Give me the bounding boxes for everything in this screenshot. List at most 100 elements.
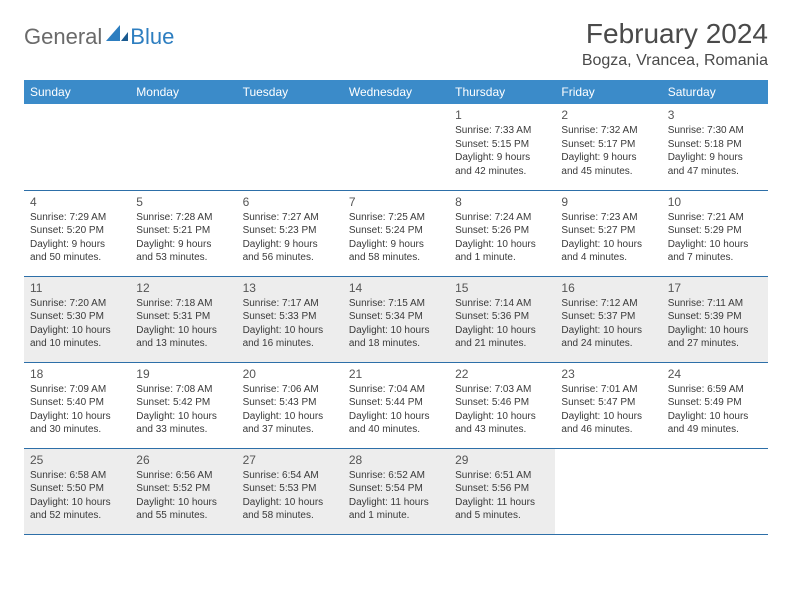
sunrise-text: Sunrise: 7:21 AM <box>668 211 762 225</box>
day-number: 13 <box>243 280 337 296</box>
daylight-text: and 21 minutes. <box>455 337 549 351</box>
day-cell <box>662 448 768 534</box>
daylight-text: and 4 minutes. <box>561 251 655 265</box>
sunset-text: Sunset: 5:39 PM <box>668 310 762 324</box>
daylight-text: and 27 minutes. <box>668 337 762 351</box>
daylight-text: and 56 minutes. <box>243 251 337 265</box>
day-cell: 8Sunrise: 7:24 AMSunset: 5:26 PMDaylight… <box>449 190 555 276</box>
sunrise-text: Sunrise: 7:30 AM <box>668 124 762 138</box>
day-number: 29 <box>455 452 549 468</box>
sunrise-text: Sunrise: 7:06 AM <box>243 383 337 397</box>
daylight-text: Daylight: 9 hours <box>243 238 337 252</box>
sunrise-text: Sunrise: 6:59 AM <box>668 383 762 397</box>
sunset-text: Sunset: 5:43 PM <box>243 396 337 410</box>
sunset-text: Sunset: 5:40 PM <box>30 396 124 410</box>
sunrise-text: Sunrise: 7:33 AM <box>455 124 549 138</box>
week-row: 25Sunrise: 6:58 AMSunset: 5:50 PMDayligh… <box>24 448 768 534</box>
sunrise-text: Sunrise: 7:29 AM <box>30 211 124 225</box>
day-number: 3 <box>668 107 762 123</box>
daylight-text: and 58 minutes. <box>243 509 337 523</box>
day-cell: 19Sunrise: 7:08 AMSunset: 5:42 PMDayligh… <box>130 362 236 448</box>
daylight-text: Daylight: 10 hours <box>349 324 443 338</box>
sunset-text: Sunset: 5:36 PM <box>455 310 549 324</box>
sunset-text: Sunset: 5:44 PM <box>349 396 443 410</box>
daylight-text: and 53 minutes. <box>136 251 230 265</box>
daylight-text: and 43 minutes. <box>455 423 549 437</box>
weekday-header-row: Sunday Monday Tuesday Wednesday Thursday… <box>24 80 768 104</box>
day-cell <box>343 104 449 190</box>
daylight-text: and 1 minute. <box>455 251 549 265</box>
sunset-text: Sunset: 5:42 PM <box>136 396 230 410</box>
day-cell: 13Sunrise: 7:17 AMSunset: 5:33 PMDayligh… <box>237 276 343 362</box>
sunrise-text: Sunrise: 7:04 AM <box>349 383 443 397</box>
daylight-text: Daylight: 10 hours <box>455 410 549 424</box>
sunset-text: Sunset: 5:34 PM <box>349 310 443 324</box>
sunrise-text: Sunrise: 7:17 AM <box>243 297 337 311</box>
day-number: 4 <box>30 194 124 210</box>
day-cell: 3Sunrise: 7:30 AMSunset: 5:18 PMDaylight… <box>662 104 768 190</box>
day-number: 22 <box>455 366 549 382</box>
month-title: February 2024 <box>582 18 768 50</box>
daylight-text: Daylight: 10 hours <box>136 324 230 338</box>
day-cell: 9Sunrise: 7:23 AMSunset: 5:27 PMDaylight… <box>555 190 661 276</box>
sunrise-text: Sunrise: 6:54 AM <box>243 469 337 483</box>
brand-part2: Blue <box>130 24 174 50</box>
day-number: 9 <box>561 194 655 210</box>
day-number: 1 <box>455 107 549 123</box>
day-cell <box>555 448 661 534</box>
day-cell: 6Sunrise: 7:27 AMSunset: 5:23 PMDaylight… <box>237 190 343 276</box>
daylight-text: and 52 minutes. <box>30 509 124 523</box>
sunset-text: Sunset: 5:24 PM <box>349 224 443 238</box>
day-number: 18 <box>30 366 124 382</box>
sunset-text: Sunset: 5:23 PM <box>243 224 337 238</box>
sunrise-text: Sunrise: 7:11 AM <box>668 297 762 311</box>
weekday-header: Wednesday <box>343 80 449 104</box>
sunrise-text: Sunrise: 7:32 AM <box>561 124 655 138</box>
daylight-text: Daylight: 10 hours <box>455 238 549 252</box>
sunrise-text: Sunrise: 7:28 AM <box>136 211 230 225</box>
day-cell: 28Sunrise: 6:52 AMSunset: 5:54 PMDayligh… <box>343 448 449 534</box>
day-number: 2 <box>561 107 655 123</box>
day-cell: 21Sunrise: 7:04 AMSunset: 5:44 PMDayligh… <box>343 362 449 448</box>
day-number: 27 <box>243 452 337 468</box>
calendar-page: General Blue February 2024 Bogza, Vrance… <box>0 0 792 553</box>
day-cell: 17Sunrise: 7:11 AMSunset: 5:39 PMDayligh… <box>662 276 768 362</box>
day-number: 23 <box>561 366 655 382</box>
sunset-text: Sunset: 5:20 PM <box>30 224 124 238</box>
sunset-text: Sunset: 5:50 PM <box>30 482 124 496</box>
day-cell: 5Sunrise: 7:28 AMSunset: 5:21 PMDaylight… <box>130 190 236 276</box>
daylight-text: and 5 minutes. <box>455 509 549 523</box>
day-number: 10 <box>668 194 762 210</box>
sunset-text: Sunset: 5:46 PM <box>455 396 549 410</box>
day-cell: 18Sunrise: 7:09 AMSunset: 5:40 PMDayligh… <box>24 362 130 448</box>
weekday-header: Tuesday <box>237 80 343 104</box>
sunrise-text: Sunrise: 6:58 AM <box>30 469 124 483</box>
daylight-text: Daylight: 10 hours <box>136 496 230 510</box>
daylight-text: Daylight: 9 hours <box>561 151 655 165</box>
daylight-text: Daylight: 10 hours <box>668 238 762 252</box>
daylight-text: Daylight: 10 hours <box>561 410 655 424</box>
day-number: 8 <box>455 194 549 210</box>
sunrise-text: Sunrise: 7:18 AM <box>136 297 230 311</box>
sunrise-text: Sunrise: 7:14 AM <box>455 297 549 311</box>
sunset-text: Sunset: 5:31 PM <box>136 310 230 324</box>
sunset-text: Sunset: 5:37 PM <box>561 310 655 324</box>
day-cell: 10Sunrise: 7:21 AMSunset: 5:29 PMDayligh… <box>662 190 768 276</box>
day-number: 14 <box>349 280 443 296</box>
daylight-text: and 47 minutes. <box>668 165 762 179</box>
sail-icon <box>106 25 128 50</box>
daylight-text: Daylight: 9 hours <box>349 238 443 252</box>
day-cell <box>24 104 130 190</box>
daylight-text: Daylight: 11 hours <box>349 496 443 510</box>
daylight-text: and 7 minutes. <box>668 251 762 265</box>
day-cell: 27Sunrise: 6:54 AMSunset: 5:53 PMDayligh… <box>237 448 343 534</box>
sunset-text: Sunset: 5:27 PM <box>561 224 655 238</box>
sunset-text: Sunset: 5:53 PM <box>243 482 337 496</box>
sunrise-text: Sunrise: 7:12 AM <box>561 297 655 311</box>
daylight-text: Daylight: 11 hours <box>455 496 549 510</box>
daylight-text: Daylight: 10 hours <box>30 496 124 510</box>
daylight-text: and 45 minutes. <box>561 165 655 179</box>
daylight-text: Daylight: 9 hours <box>455 151 549 165</box>
day-number: 28 <box>349 452 443 468</box>
day-cell: 16Sunrise: 7:12 AMSunset: 5:37 PMDayligh… <box>555 276 661 362</box>
